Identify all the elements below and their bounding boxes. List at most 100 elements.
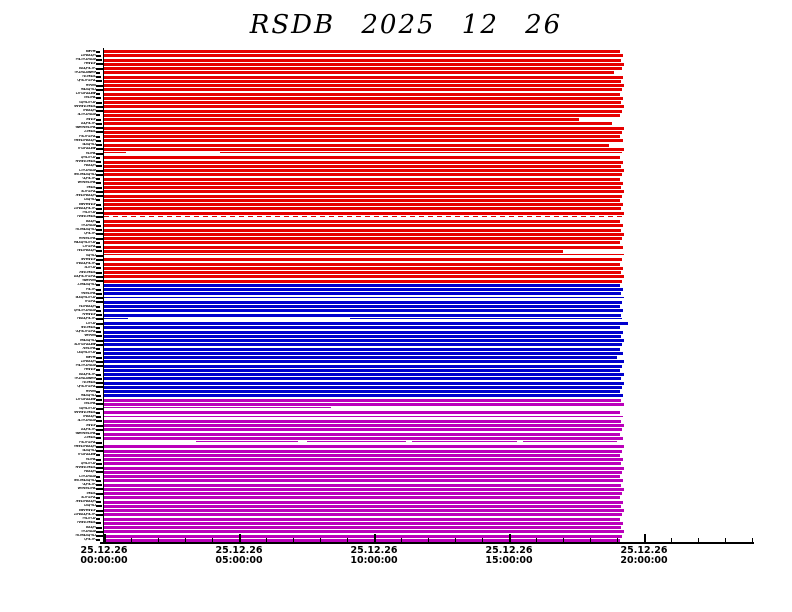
row-label-group-red: QPSLYFC — [84, 232, 96, 237]
row-tick — [96, 445, 103, 448]
row-label-group-blue: KMXNHZTR — [82, 313, 96, 317]
row-label-group-magenta: SLYFCEAIO — [80, 495, 96, 500]
row-tick — [96, 322, 104, 325]
bar-segment-group-magenta — [104, 479, 624, 483]
bar-segment-group-blue — [104, 322, 628, 325]
row-tick — [96, 67, 104, 70]
row-label-group-blue: KMXNHZ — [85, 389, 96, 394]
row-tick — [96, 246, 101, 248]
bar-segment-group-magenta — [104, 496, 621, 500]
row-tick — [96, 314, 102, 316]
row-label-group-red: RBDGQPSLY — [80, 87, 96, 92]
bar-segment-group-red — [104, 58, 622, 62]
row-label-group-blue: DGQPSLYFCEA — [77, 351, 96, 356]
row-tick — [96, 229, 102, 231]
row-tick — [96, 110, 104, 112]
bar-segment-group-magenta — [104, 530, 625, 534]
bar-segment-group-red — [104, 169, 625, 172]
bar-segment-group-magenta — [104, 517, 621, 521]
row-tick — [96, 382, 103, 384]
row-label-group-blue: LYFCEA — [85, 321, 96, 326]
row-tick — [96, 165, 102, 168]
row-label-group-red: WVKMXNHZ — [82, 279, 96, 283]
row-tick — [96, 284, 100, 287]
bar-segment-group-red — [104, 88, 623, 92]
bar-segment-group-red — [104, 220, 621, 223]
bar-segment-group-magenta — [104, 432, 621, 436]
row-label-group-red: PSLYFCEAIO — [78, 134, 96, 139]
row-label-group-blue: PSLYFC — [85, 287, 96, 292]
row-label-group-magenta: DGQPSLY — [84, 504, 96, 509]
row-label-group-magenta: MXNHZTRBDGQ — [77, 521, 96, 526]
row-label-group-blue: QPSLYFCEAIO — [77, 385, 96, 390]
bar-segment-group-blue — [349, 317, 623, 319]
bar-segment-group-red — [104, 173, 623, 177]
row-tick — [96, 301, 104, 304]
row-tick — [96, 131, 104, 134]
row-label-group-red: GQPSLY — [85, 253, 96, 258]
bar-segment-group-red — [104, 143, 609, 147]
bar-segment-group-magenta — [104, 534, 623, 538]
tick-label-date: 25.12.26 — [80, 545, 128, 556]
row-tick — [96, 224, 101, 227]
row-tick — [96, 122, 102, 125]
row-tick — [96, 441, 102, 444]
bar-segment-group-red — [104, 207, 622, 211]
bar-segment-group-red — [104, 254, 625, 255]
row-label-group-red: HZTRBDGQ — [82, 75, 96, 79]
row-tick — [96, 84, 103, 87]
bar-segment-group-blue — [104, 381, 625, 385]
row-label-group-red: RBDGQPSLYFCEA — [73, 240, 96, 245]
bar-segment-group-red — [104, 279, 623, 283]
row-label-group-magenta: KMXNHZTRBDGQ — [75, 466, 96, 470]
row-tick — [96, 88, 104, 91]
bar-segment-group-red — [104, 96, 624, 100]
row-label-group-blue: WVKMXN — [85, 355, 96, 360]
bar-segment-group-blue — [104, 390, 621, 393]
row-label-group-red: HZTRBD — [85, 151, 96, 156]
bar-segment-group-red — [104, 194, 623, 198]
row-tick — [96, 173, 104, 176]
x-axis-tick-label: 25.12.26 00:00:00 — [59, 546, 149, 566]
row-tick — [96, 309, 101, 312]
row-label-group-magenta: NHZTRBD — [84, 402, 96, 407]
x-axis-minor-tick — [320, 538, 321, 542]
row-label-group-red: LYFCEAIOUW — [78, 168, 96, 173]
row-label-group-blue: RBDGQPSLY — [80, 393, 96, 398]
tick-label-date: 25.12.26 — [350, 545, 398, 556]
bar-segment-group-blue — [104, 394, 624, 398]
bar-segment-group-red — [104, 258, 623, 262]
row-tick — [96, 462, 102, 465]
bar-segment-group-magenta — [104, 407, 331, 408]
row-label-group-red: KMXNHZ — [85, 83, 96, 88]
row-label-group-red: LYFCEAIO — [82, 245, 96, 249]
bar-segment-group-magenta — [104, 475, 621, 478]
x-axis-minor-tick — [590, 538, 591, 542]
row-label-group-magenta: XNHZTR — [85, 423, 96, 428]
row-label-group-magenta: GQPSLYFCEA — [78, 406, 96, 411]
row-tick — [96, 233, 103, 236]
row-label-group-blue: QPSLYFCEAIOUW — [73, 308, 96, 313]
row-tick — [96, 148, 103, 151]
row-tick — [96, 343, 104, 346]
row-tick — [96, 526, 102, 529]
bar-segment-group-blue — [104, 296, 625, 298]
row-tick — [96, 539, 100, 542]
tick-label-time: 20:00:00 — [620, 555, 668, 566]
row-label-group-red: XNHZTRBDGQPS — [75, 194, 96, 198]
row-label-group-blue: HZTRBDGQPS — [78, 304, 96, 309]
row-tick — [96, 280, 104, 282]
row-label-group-red: NHZTRBD — [84, 96, 96, 101]
row-tick — [96, 212, 103, 214]
row-label-group-red: SLYFCEA — [84, 266, 96, 271]
row-label-group-red: VKMXNHZTRBD — [77, 181, 96, 186]
bar-segment-group-blue — [104, 356, 617, 359]
row-label-group-magenta: WVKMXNHZTRBD — [75, 432, 96, 436]
bar-segment-group-blue — [104, 313, 622, 317]
row-tick — [96, 297, 103, 299]
bar-segment-group-magenta — [104, 453, 621, 457]
bar-segment-group-magenta — [104, 492, 623, 495]
row-label-group-magenta: ZTRBDGQPSLYFC — [73, 512, 96, 517]
x-axis-minor-tick — [347, 538, 348, 542]
row-label-group-magenta: NHZTRBDGQPSLY — [73, 478, 96, 483]
